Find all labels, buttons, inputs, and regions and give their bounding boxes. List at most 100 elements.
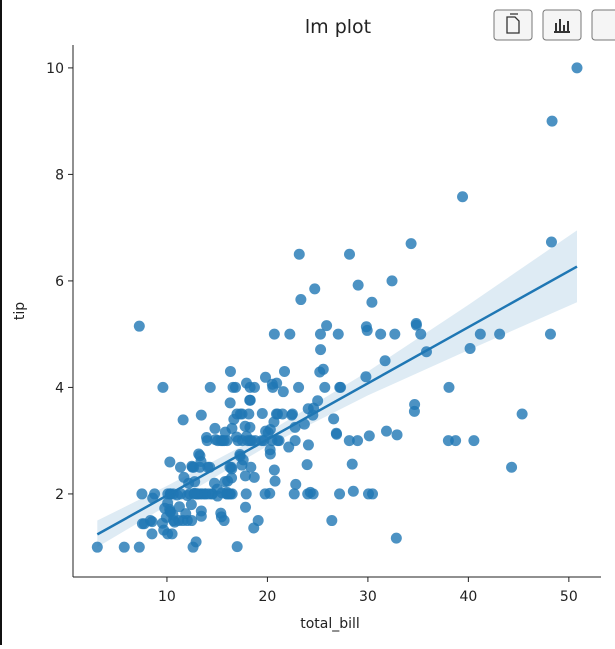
data-point xyxy=(91,541,103,553)
data-point xyxy=(269,475,281,487)
x-tick-label: 50 xyxy=(560,589,578,605)
data-point xyxy=(474,328,486,340)
data-point xyxy=(545,236,557,248)
data-point xyxy=(248,381,260,393)
y-tick-label: 8 xyxy=(55,167,64,183)
data-point xyxy=(335,381,347,393)
data-point xyxy=(516,408,528,420)
data-point xyxy=(208,477,220,489)
x-axis-label: total_bill xyxy=(300,616,360,632)
data-point xyxy=(277,386,289,398)
data-point xyxy=(185,499,197,511)
data-point xyxy=(571,62,583,74)
data-point xyxy=(409,398,421,410)
data-point xyxy=(260,371,272,383)
chart-title: lm plot xyxy=(305,16,371,38)
data-point xyxy=(464,343,476,355)
data-point xyxy=(195,510,207,522)
data-point xyxy=(226,472,238,484)
data-point xyxy=(133,320,145,332)
data-point xyxy=(268,464,280,476)
data-point xyxy=(362,488,374,500)
data-point xyxy=(206,488,218,500)
data-point xyxy=(450,435,462,447)
data-point xyxy=(379,355,391,367)
data-point xyxy=(162,528,174,540)
data-point xyxy=(248,471,260,483)
data-point xyxy=(360,371,372,383)
data-point xyxy=(309,283,321,295)
data-point xyxy=(319,381,331,393)
data-point xyxy=(343,435,355,447)
data-point xyxy=(136,488,148,500)
x-tick-label: 40 xyxy=(459,589,477,605)
data-point xyxy=(302,439,314,451)
chart-icon xyxy=(554,19,570,33)
data-point xyxy=(293,381,305,393)
export-button[interactable] xyxy=(591,9,615,41)
data-point xyxy=(236,435,248,447)
data-point xyxy=(201,435,213,447)
data-point xyxy=(248,522,260,534)
data-point xyxy=(164,456,176,468)
data-point xyxy=(301,459,313,471)
y-axis-label: tip xyxy=(12,302,28,320)
data-point xyxy=(415,328,427,340)
data-point xyxy=(177,414,189,426)
data-point xyxy=(279,365,291,377)
copy-icon xyxy=(506,13,520,34)
x-tick-label: 10 xyxy=(158,589,176,605)
copy-button[interactable] xyxy=(493,9,533,41)
data-point xyxy=(177,515,189,527)
data-point xyxy=(352,435,364,447)
data-point xyxy=(360,321,372,333)
data-point xyxy=(239,470,251,482)
data-point xyxy=(243,408,255,420)
data-point xyxy=(204,381,216,393)
data-point xyxy=(375,328,387,340)
data-point xyxy=(218,515,230,527)
data-point xyxy=(290,478,302,490)
data-point xyxy=(544,328,556,340)
x-tick-label: 30 xyxy=(359,589,377,605)
data-point xyxy=(259,488,271,500)
data-point xyxy=(494,328,506,340)
data-point xyxy=(386,275,398,287)
toolbar xyxy=(493,9,615,41)
data-point xyxy=(146,528,158,540)
data-point xyxy=(209,422,221,434)
data-point xyxy=(312,395,324,407)
data-point xyxy=(195,409,207,421)
data-point xyxy=(410,319,422,331)
data-point xyxy=(159,502,171,514)
data-point xyxy=(118,541,130,553)
data-point xyxy=(443,381,455,393)
data-point xyxy=(264,444,276,456)
data-point xyxy=(245,461,257,473)
data-point xyxy=(227,381,239,393)
regression-line xyxy=(96,265,578,536)
data-point xyxy=(270,408,282,420)
data-point xyxy=(256,408,268,420)
data-point xyxy=(314,366,326,378)
data-point xyxy=(244,421,256,433)
data-point xyxy=(244,394,256,406)
data-point xyxy=(267,381,279,393)
y-tick-label: 4 xyxy=(55,380,64,396)
data-point xyxy=(194,450,206,462)
data-point xyxy=(326,515,338,527)
data-point xyxy=(283,441,295,453)
data-point xyxy=(315,344,327,356)
data-point xyxy=(169,516,181,528)
data-point xyxy=(194,461,206,473)
data-point xyxy=(352,279,364,291)
data-point xyxy=(268,328,280,340)
data-point xyxy=(295,294,307,306)
chart-button[interactable] xyxy=(542,9,582,41)
data-point xyxy=(506,461,518,473)
data-point xyxy=(231,541,243,553)
data-point xyxy=(217,435,229,447)
data-point xyxy=(328,413,340,425)
data-point xyxy=(321,320,333,332)
